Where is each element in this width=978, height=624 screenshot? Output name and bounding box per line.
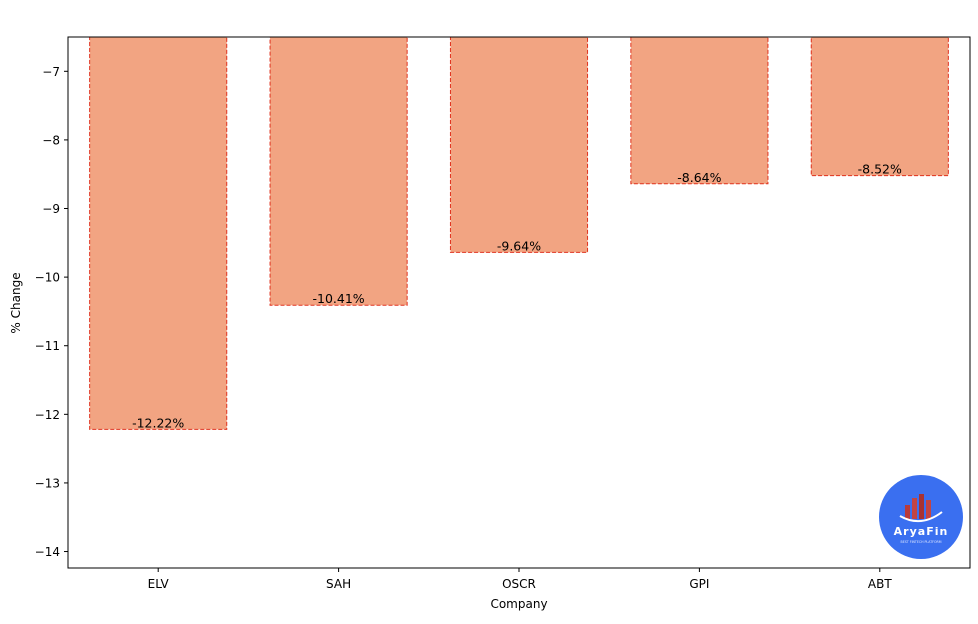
y-tick-label: −14 (35, 545, 60, 559)
bar-value-label: -12.22% (132, 415, 184, 430)
x-tick-label: ELV (148, 577, 170, 591)
x-axis-label: Company (490, 597, 547, 611)
y-tick-label: −11 (35, 339, 60, 353)
y-tick-label: −10 (35, 271, 60, 285)
bar-abt (810, 36, 949, 177)
bar-elv (89, 36, 228, 430)
bar-gpi (630, 36, 769, 185)
bar-value-label: -10.41% (313, 291, 365, 306)
y-axis-label: % Change (9, 272, 23, 333)
x-tick-label: SAH (326, 577, 351, 591)
aryafin-logo: AryaFin BEST FINTECH PLATFORM (879, 475, 963, 559)
bar-labels-group: -12.22% -10.41% -9.64% -8.64% -8.52% (132, 162, 902, 431)
y-tick-label: −12 (35, 408, 60, 422)
x-axis: ELV SAH OSCR GPI ABT (148, 568, 892, 591)
bar-graph-icon (899, 494, 943, 523)
bar-sah (269, 36, 408, 306)
logo-text: AryaFin (894, 525, 949, 538)
y-tick-label: −13 (35, 476, 60, 490)
y-tick-label: −7 (42, 65, 60, 79)
bars-group (89, 36, 949, 430)
x-tick-label: GPI (689, 577, 709, 591)
x-tick-label: OSCR (502, 577, 536, 591)
y-axis: −14 −13 −12 −11 −10 −9 −8 −7 (35, 65, 68, 559)
y-tick-label: −9 (42, 202, 60, 216)
bar-value-label: -8.52% (858, 162, 902, 177)
bar-value-label: -9.64% (497, 238, 541, 253)
logo-tagline: BEST FINTECH PLATFORM (901, 540, 942, 544)
bar-value-label: -8.64% (677, 170, 721, 185)
x-tick-label: ABT (868, 577, 892, 591)
y-tick-label: −8 (42, 133, 60, 147)
bar-oscr (449, 36, 589, 253)
